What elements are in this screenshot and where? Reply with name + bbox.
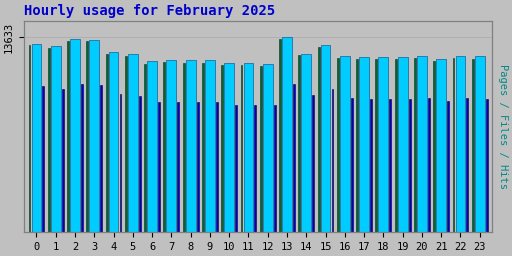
Bar	[321, 45, 330, 232]
Bar	[414, 58, 416, 232]
Bar	[433, 61, 435, 232]
Bar	[32, 44, 41, 232]
Bar	[390, 99, 391, 232]
Bar	[70, 39, 80, 232]
Bar	[224, 63, 234, 232]
Bar	[244, 63, 253, 232]
Text: Hourly usage for February 2025: Hourly usage for February 2025	[24, 4, 275, 18]
Bar	[216, 102, 218, 232]
Bar	[370, 99, 372, 232]
Bar	[128, 54, 138, 232]
Bar	[356, 59, 358, 232]
Bar	[263, 64, 272, 232]
Bar	[260, 66, 262, 232]
Bar	[62, 89, 63, 232]
Bar	[302, 54, 311, 232]
Bar	[279, 39, 281, 232]
Bar	[398, 57, 408, 232]
Bar	[177, 102, 179, 232]
Bar	[378, 57, 388, 232]
Bar	[67, 41, 69, 232]
Bar	[472, 59, 474, 232]
Bar	[202, 63, 204, 232]
Bar	[282, 37, 292, 232]
Bar	[395, 59, 397, 232]
Bar	[486, 99, 487, 232]
Bar	[163, 62, 165, 232]
Bar	[417, 56, 427, 232]
Bar	[144, 63, 146, 232]
Bar	[119, 93, 121, 232]
Bar	[29, 45, 30, 232]
Bar	[298, 55, 300, 232]
Bar	[447, 101, 449, 232]
Bar	[241, 65, 243, 232]
Bar	[166, 60, 176, 232]
Bar	[186, 60, 196, 232]
Bar	[125, 56, 127, 232]
Bar	[89, 40, 99, 232]
Bar	[100, 85, 102, 232]
Bar	[254, 105, 257, 232]
Bar	[359, 57, 369, 232]
Bar	[332, 89, 333, 232]
Bar	[453, 58, 455, 232]
Bar	[81, 83, 83, 232]
Bar	[205, 60, 215, 232]
Bar	[183, 63, 185, 232]
Bar	[428, 98, 430, 232]
Bar	[105, 54, 108, 232]
Bar	[351, 98, 353, 232]
Bar	[147, 61, 157, 232]
Bar	[375, 59, 377, 232]
Y-axis label: Pages / Files / Hits: Pages / Files / Hits	[498, 64, 508, 189]
Bar	[312, 95, 314, 232]
Bar	[475, 56, 485, 232]
Bar	[409, 99, 411, 232]
Bar	[235, 105, 237, 232]
Bar	[317, 47, 319, 232]
Bar	[456, 56, 465, 232]
Bar	[109, 52, 118, 232]
Bar	[197, 102, 199, 232]
Bar	[51, 46, 60, 232]
Bar	[87, 41, 88, 232]
Bar	[139, 97, 141, 232]
Bar	[274, 105, 275, 232]
Bar	[48, 48, 50, 232]
Bar	[293, 83, 295, 232]
Bar	[340, 56, 350, 232]
Bar	[466, 98, 468, 232]
Bar	[221, 65, 223, 232]
Bar	[158, 102, 160, 232]
Bar	[436, 59, 446, 232]
Bar	[337, 58, 339, 232]
Bar	[42, 87, 45, 232]
